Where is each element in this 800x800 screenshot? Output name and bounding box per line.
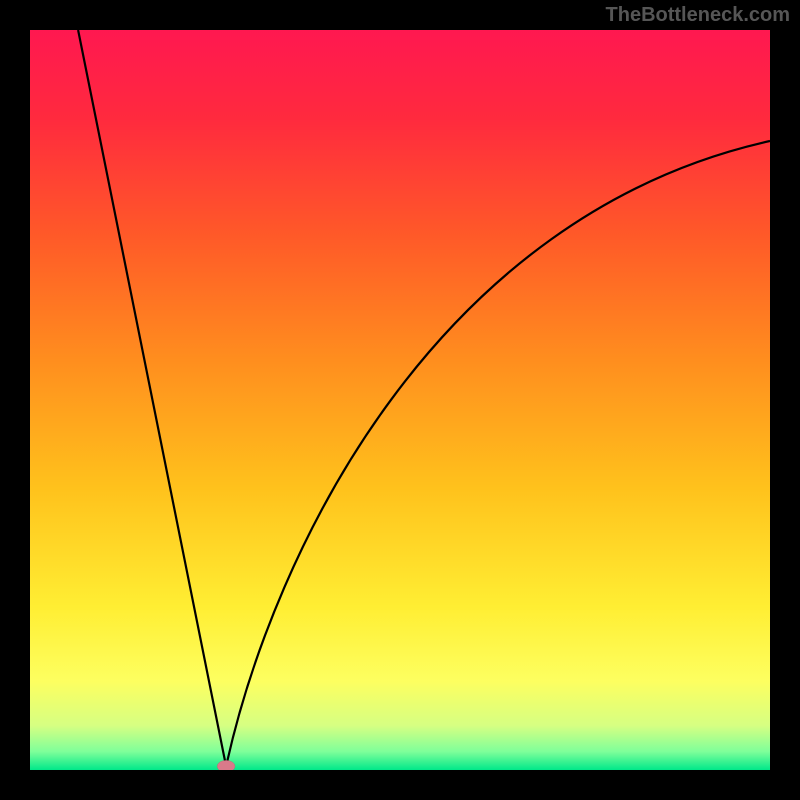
watermark-text: TheBottleneck.com	[606, 4, 790, 27]
plot-area	[30, 30, 770, 770]
bottleneck-curve-chart	[30, 30, 770, 770]
chart-background	[30, 30, 770, 770]
